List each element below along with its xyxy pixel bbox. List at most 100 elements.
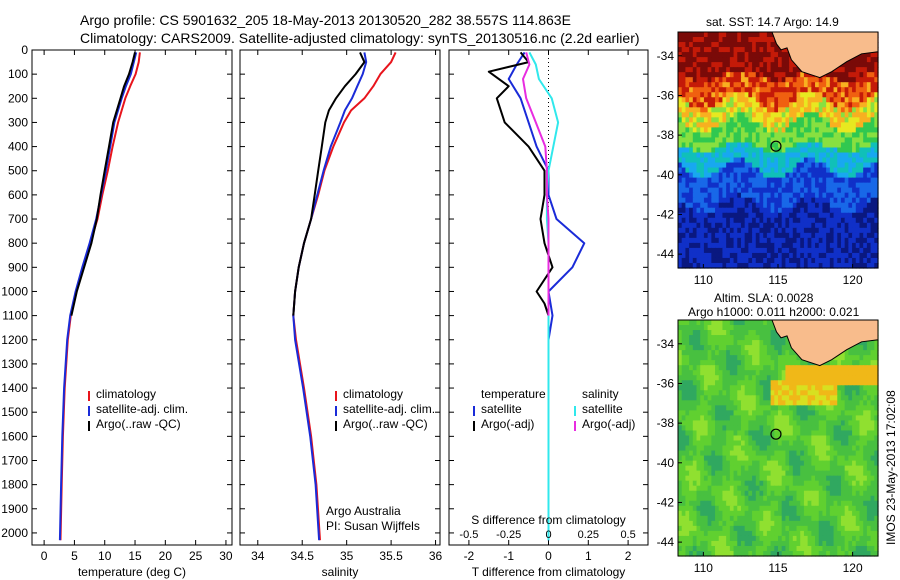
map-cell (837, 370, 842, 376)
map-cell (781, 460, 786, 467)
map-cell (848, 142, 853, 149)
map-cell (837, 92, 842, 98)
map-cell (700, 495, 705, 502)
map-cell (829, 385, 835, 391)
map-cell (803, 127, 809, 134)
map-cell (752, 192, 757, 199)
map-cell (770, 42, 775, 48)
map-cell (700, 410, 705, 416)
map-cell (800, 77, 805, 83)
map-cell (711, 237, 716, 244)
map-cell (722, 480, 727, 487)
map-cell (748, 257, 753, 264)
map-cell (729, 242, 735, 249)
map-cell (759, 162, 764, 169)
map-cell (707, 262, 712, 269)
map-cell (874, 222, 879, 229)
map-cell (737, 242, 742, 249)
map-cell (696, 470, 701, 477)
map-cell (755, 380, 761, 386)
difference-legend-label: Argo(-adj) (481, 417, 534, 431)
map-cell (689, 320, 694, 326)
map-cell (811, 192, 816, 199)
map-cell (818, 162, 824, 169)
map-cell (855, 147, 861, 154)
map-cell (733, 450, 738, 457)
map-cell (826, 132, 831, 139)
map-cell (711, 257, 716, 264)
map-cell (766, 237, 772, 244)
map-cell (681, 132, 686, 139)
map-cell (744, 450, 749, 457)
map-cell (837, 242, 842, 249)
map-cell (729, 237, 735, 244)
map-cell (744, 72, 749, 78)
map-cell (692, 425, 698, 432)
map-cell (726, 425, 731, 432)
map-cell (692, 430, 698, 437)
map-cell (792, 242, 798, 249)
map-cell (803, 187, 809, 194)
map-cell (770, 505, 775, 512)
map-cell (718, 87, 724, 93)
map-cell (740, 455, 746, 462)
map-cell (822, 370, 827, 376)
map-cell (689, 152, 694, 159)
map-cell (678, 212, 683, 219)
map-cell (866, 430, 872, 437)
map-cell (752, 505, 757, 512)
map-cell (718, 222, 724, 229)
map-cell (689, 520, 694, 527)
map-cell (855, 505, 861, 512)
map-cell (785, 480, 790, 487)
map-cell (752, 405, 757, 411)
map-cell (803, 192, 809, 199)
map-cell (870, 355, 875, 361)
map-cell (807, 490, 812, 497)
map-cell (740, 445, 746, 452)
map-cell (729, 510, 735, 517)
map-cell (774, 505, 779, 512)
map-cell (859, 515, 864, 522)
map-cell (778, 410, 783, 416)
map-cell (748, 62, 753, 68)
map-cell (792, 405, 798, 411)
map-cell (818, 152, 824, 159)
map-cell (789, 510, 794, 517)
map-cell (737, 435, 742, 442)
map-cell (796, 182, 801, 189)
map-cell (840, 207, 846, 214)
map-cell (692, 87, 698, 93)
map-cell (763, 52, 768, 58)
map-cell (863, 465, 868, 472)
map-cell (685, 335, 690, 341)
map-cell (778, 142, 783, 149)
map-cell (826, 122, 831, 128)
map-cell (726, 42, 731, 48)
map-cell (722, 350, 727, 356)
map-cell (774, 370, 779, 376)
map-cell (718, 67, 724, 73)
map-xtick-label: 115 (768, 273, 787, 287)
map-cell (696, 325, 701, 331)
map-cell (796, 127, 801, 134)
salinity-xtick-label: 34.5 (291, 549, 315, 563)
map-cell (807, 257, 812, 264)
map-cell (685, 262, 690, 269)
map-cell (763, 202, 768, 209)
map-cell (740, 345, 746, 351)
map-cell (733, 385, 738, 391)
map-cell (822, 380, 827, 386)
map-cell (689, 147, 694, 154)
map-cell (766, 520, 772, 527)
map-cell (737, 222, 742, 229)
map-cell (744, 172, 749, 179)
map-cell (781, 142, 786, 149)
map-cell (840, 365, 846, 371)
map-cell (781, 192, 786, 199)
map-cell (726, 375, 731, 381)
map-cell (692, 37, 698, 43)
map-cell (870, 127, 875, 134)
map-cell (778, 167, 783, 174)
map-cell (703, 365, 709, 371)
